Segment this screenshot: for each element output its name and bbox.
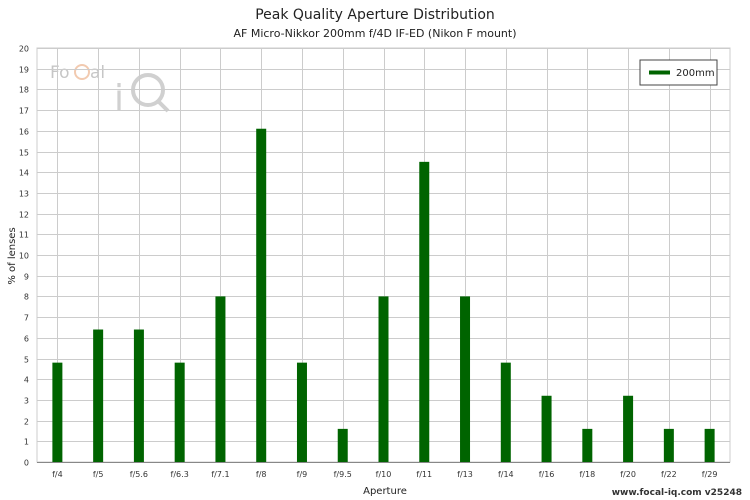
y-tick-label: 17 <box>19 107 29 116</box>
bar-f-5-6 <box>133 329 144 462</box>
bar-f-11 <box>419 161 430 462</box>
logo-ring-icon <box>74 64 90 80</box>
bar-f-16 <box>541 395 552 462</box>
y-tick-label: 10 <box>19 252 29 261</box>
bars <box>52 128 715 463</box>
y-tick-label: 8 <box>24 293 29 302</box>
bar-f-4 <box>52 362 63 462</box>
y-tick-label: 7 <box>24 314 29 323</box>
y-tick-label: 13 <box>19 190 29 199</box>
bar-f-5 <box>93 329 104 462</box>
x-tick-label: f/14 <box>498 470 514 479</box>
y-tick-label: 19 <box>19 66 29 75</box>
x-tick-label: f/4 <box>52 470 63 479</box>
bar-f-13 <box>460 296 471 462</box>
y-tick-label: 20 <box>19 45 29 54</box>
bar-f-10 <box>378 296 389 462</box>
y-tick-label: 12 <box>19 211 29 220</box>
legend-label-200mm: 200mm <box>676 68 715 79</box>
logo-text-i: i <box>114 78 124 118</box>
legend: 200mm <box>639 59 718 86</box>
x-tick-label: f/11 <box>416 470 432 479</box>
y-axis-label: % of lenses <box>7 227 18 284</box>
y-tick-label: 9 <box>24 273 29 282</box>
bar-f-7-1 <box>215 296 226 462</box>
x-tick-label: f/16 <box>539 470 555 479</box>
bar-f-9 <box>296 362 307 462</box>
y-tick-label: 0 <box>24 459 29 468</box>
logo-text-al: al <box>90 63 105 83</box>
footer-watermark: www.focal-iq.com v25248 <box>611 488 742 498</box>
x-tick-label: f/9.5 <box>334 470 352 479</box>
bar-f-8 <box>256 128 267 463</box>
y-tick-label: 11 <box>19 231 29 240</box>
x-tick-label: f/5.6 <box>130 470 148 479</box>
bar-f-18 <box>582 428 593 462</box>
x-tick-label: f/13 <box>457 470 473 479</box>
x-tick-label: f/29 <box>702 470 718 479</box>
y-tick-label: 15 <box>19 149 29 158</box>
x-tick-label: f/9 <box>297 470 308 479</box>
y-tick-label: 14 <box>19 169 29 178</box>
y-tick-label: 4 <box>24 376 29 385</box>
y-tick-label: 16 <box>19 128 29 137</box>
bar-f-6-3 <box>174 362 185 462</box>
x-axis-label: Aperture <box>363 486 407 497</box>
x-tick-label: f/8 <box>256 470 267 479</box>
y-tick-label: 18 <box>19 86 29 95</box>
x-tick-label: f/20 <box>620 470 636 479</box>
x-tick-label: f/5 <box>93 470 104 479</box>
y-tick-label: 3 <box>24 397 29 406</box>
bar-f-22 <box>663 428 674 462</box>
x-tick-label: f/10 <box>376 470 392 479</box>
bar-f-20 <box>623 395 634 462</box>
y-tick-label: 2 <box>24 418 29 427</box>
y-tick-label: 1 <box>24 438 29 447</box>
bar-f-14 <box>500 362 511 462</box>
logo-magnifier-handle-icon <box>156 99 170 113</box>
x-tick-label: f/7.1 <box>211 470 229 479</box>
logo-text-fo: Fo <box>50 63 70 83</box>
y-tick-label: 5 <box>24 356 29 365</box>
bar-f-9-5 <box>337 428 348 462</box>
chart-title: Peak Quality Aperture Distribution <box>255 7 495 23</box>
y-tick-label: 6 <box>24 335 29 344</box>
chart-subtitle: AF Micro-Nikkor 200mm f/4D IF-ED (Nikon … <box>233 27 517 40</box>
x-tick-label: f/18 <box>579 470 595 479</box>
x-tick-label: f/6.3 <box>171 470 189 479</box>
bar-f-29 <box>704 428 715 462</box>
x-tick-label: f/22 <box>661 470 677 479</box>
